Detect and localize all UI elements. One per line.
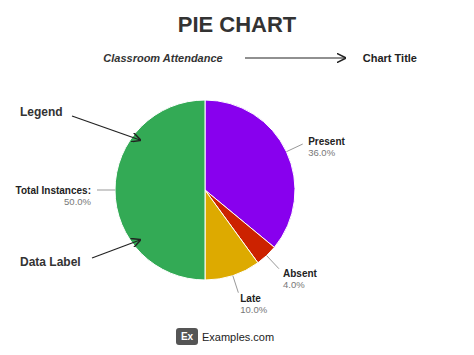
svg-text:Present: Present — [308, 136, 345, 147]
svg-text:Late: Late — [240, 293, 261, 304]
svg-text:4.0%: 4.0% — [283, 279, 305, 290]
svg-text:50.0%: 50.0% — [64, 196, 91, 207]
svg-text:PIE CHART: PIE CHART — [178, 12, 297, 37]
svg-text:Ex: Ex — [181, 331, 194, 342]
svg-text:Legend: Legend — [20, 105, 63, 119]
svg-text:10.0%: 10.0% — [240, 304, 267, 315]
svg-text:Chart Title: Chart Title — [363, 52, 417, 64]
svg-text:Total Instances:: Total Instances: — [16, 185, 91, 196]
svg-text:36.0%: 36.0% — [308, 147, 335, 158]
svg-text:Examples.com: Examples.com — [202, 331, 274, 343]
svg-text:Classroom Attendance: Classroom Attendance — [103, 52, 222, 64]
svg-text:Data Label: Data Label — [20, 255, 81, 269]
svg-text:Absent: Absent — [283, 268, 318, 279]
